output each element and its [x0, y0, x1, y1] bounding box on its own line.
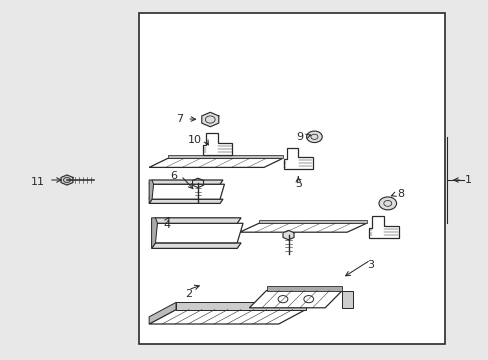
Text: 5: 5	[294, 179, 301, 189]
Text: 2: 2	[184, 289, 191, 300]
Text: 3: 3	[366, 260, 373, 270]
Polygon shape	[203, 133, 232, 155]
Polygon shape	[368, 216, 398, 238]
Text: 1: 1	[464, 175, 471, 185]
Polygon shape	[149, 158, 282, 167]
Polygon shape	[149, 180, 223, 184]
Polygon shape	[266, 286, 342, 291]
Text: 9: 9	[296, 132, 303, 142]
Circle shape	[378, 197, 396, 210]
Polygon shape	[342, 291, 352, 308]
Polygon shape	[151, 223, 243, 243]
Polygon shape	[149, 310, 305, 324]
Polygon shape	[151, 218, 157, 248]
Polygon shape	[151, 243, 241, 248]
Text: 8: 8	[397, 189, 404, 199]
Polygon shape	[167, 155, 282, 158]
Circle shape	[306, 131, 322, 143]
Polygon shape	[151, 218, 241, 223]
Text: 7: 7	[176, 114, 183, 124]
Text: 11: 11	[31, 177, 45, 187]
Polygon shape	[192, 178, 203, 188]
Polygon shape	[202, 112, 218, 127]
Polygon shape	[149, 184, 224, 199]
Polygon shape	[239, 223, 366, 232]
Text: 4: 4	[163, 220, 170, 230]
Polygon shape	[283, 230, 293, 240]
Polygon shape	[283, 148, 312, 169]
Polygon shape	[259, 220, 366, 223]
Polygon shape	[176, 302, 305, 310]
Bar	[139, 13, 444, 344]
Text: 10: 10	[187, 135, 201, 145]
Polygon shape	[61, 175, 73, 185]
Polygon shape	[149, 180, 153, 203]
Polygon shape	[149, 199, 223, 203]
Text: 6: 6	[170, 171, 177, 181]
Polygon shape	[149, 302, 176, 324]
Polygon shape	[249, 291, 342, 308]
